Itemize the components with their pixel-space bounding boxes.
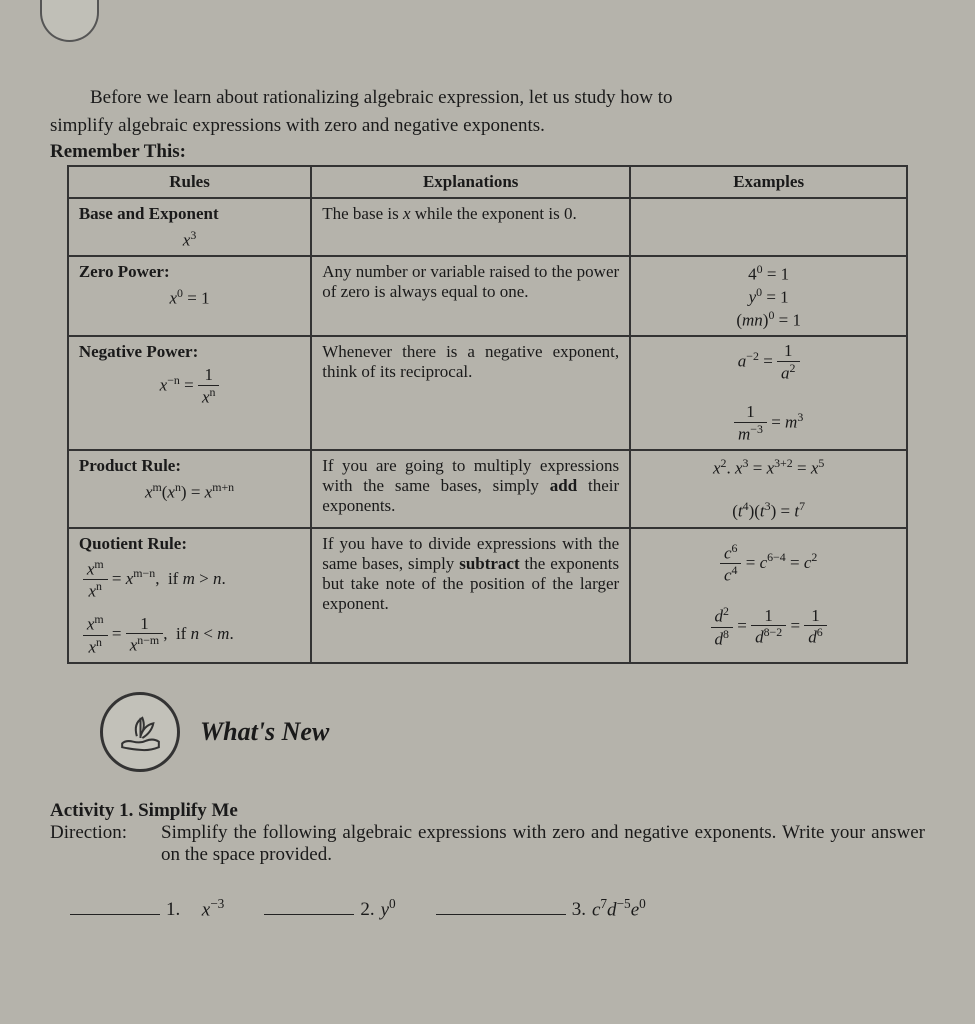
- col-examples-header: Examples: [630, 166, 907, 198]
- rule-title: Base and Exponent: [79, 204, 219, 223]
- problem-1: 1. x−3: [70, 896, 224, 921]
- rule-cell-product-rule: Product Rule: xm(xn) = xm+n: [68, 450, 311, 527]
- direction-label: Direction:: [50, 822, 145, 866]
- table-row: Quotient Rule: xmxn = xm−n, if m > n. xm…: [68, 528, 907, 663]
- whats-new-heading: What's New: [200, 717, 329, 747]
- problem-expression: c7d−5e0: [592, 896, 646, 921]
- rule-title: Zero Power:: [79, 262, 170, 281]
- answer-blank[interactable]: [436, 896, 566, 915]
- direction-text: Simplify the following algebraic express…: [161, 822, 925, 866]
- leaf-hand-icon: [100, 692, 180, 772]
- problem-number: 2.: [360, 899, 374, 921]
- rule-formula: x0 = 1: [79, 286, 300, 309]
- problem-3: 3. c7d−5e0: [436, 896, 646, 921]
- example-cell: c6c4 = c6−4 = c2 d2d8 = 1d8−2 = 1d6: [630, 528, 907, 663]
- problem-number: 1.: [166, 899, 180, 921]
- rule-title: Product Rule:: [79, 456, 181, 475]
- rules-table: Rules Explanations Examples Base and Exp…: [67, 165, 908, 664]
- explanation-cell: The base is x while the exponent is 0.: [311, 198, 630, 257]
- answer-blank[interactable]: [264, 896, 354, 915]
- intro-line-1: Before we learn about rationalizing alge…: [50, 85, 925, 111]
- explanation-cell: If you have to divide expressions with t…: [311, 528, 630, 663]
- col-rules-header: Rules: [68, 166, 311, 198]
- page-container: Before we learn about rationalizing alge…: [0, 0, 975, 1024]
- table-header-row: Rules Explanations Examples: [68, 166, 907, 198]
- rule-cell-quotient-rule: Quotient Rule: xmxn = xm−n, if m > n. xm…: [68, 528, 311, 663]
- rule-cell-zero-power: Zero Power: x0 = 1: [68, 256, 311, 336]
- example-cell: a−2 = 1a2 1m−3 = m3: [630, 336, 907, 450]
- rule-cell-negative-power: Negative Power: x−n = 1xn: [68, 336, 311, 450]
- example-cell: x2. x3 = x3+2 = x5 (t4)(t3) = t7: [630, 450, 907, 527]
- rule-cell-base-exponent: Base and Exponent x3: [68, 198, 311, 257]
- problems-row: 1. x−3 2. y0 3. c7d−5e0: [70, 896, 925, 921]
- rule-title: Negative Power:: [79, 342, 198, 361]
- rule-formula-1: xmxn = xm−n, if m > n.: [79, 558, 300, 602]
- activity-direction: Direction: Simplify the following algebr…: [50, 822, 925, 866]
- rule-formula-2: xmxn = 1xn−m, if n < m.: [79, 613, 300, 657]
- table-row: Base and Exponent x3 The base is x while…: [68, 198, 907, 257]
- problem-expression: x−3: [202, 896, 225, 921]
- table-row: Negative Power: x−n = 1xn Whenever there…: [68, 336, 907, 450]
- col-explanations-header: Explanations: [311, 166, 630, 198]
- rule-title: Quotient Rule:: [79, 534, 187, 553]
- problem-number: 3.: [572, 899, 586, 921]
- whats-new-section: What's New: [100, 692, 935, 772]
- rule-formula: x3: [79, 228, 300, 251]
- rule-formula: x−n = 1xn: [79, 366, 300, 407]
- example-cell: [630, 198, 907, 257]
- remember-heading: Remember This:: [50, 141, 925, 163]
- intro-line-2: simplify algebraic expressions with zero…: [50, 115, 925, 137]
- problem-expression: y0: [381, 896, 396, 921]
- explanation-cell: Whenever there is a negative exponent, t…: [311, 336, 630, 450]
- activity-title: Activity 1. Simplify Me: [50, 800, 925, 822]
- example-cell: 40 = 1 y0 = 1 (mn)0 = 1: [630, 256, 907, 336]
- explanation-cell: If you are going to multiply expressions…: [311, 450, 630, 527]
- answer-blank[interactable]: [70, 896, 160, 915]
- activity-section: Activity 1. Simplify Me Direction: Simpl…: [50, 800, 925, 866]
- explanation-cell: Any number or variable raised to the pow…: [311, 256, 630, 336]
- table-row: Zero Power: x0 = 1 Any number or variabl…: [68, 256, 907, 336]
- problem-2: 2. y0: [264, 896, 395, 921]
- rule-formula: xm(xn) = xm+n: [79, 480, 300, 503]
- table-row: Product Rule: xm(xn) = xm+n If you are g…: [68, 450, 907, 527]
